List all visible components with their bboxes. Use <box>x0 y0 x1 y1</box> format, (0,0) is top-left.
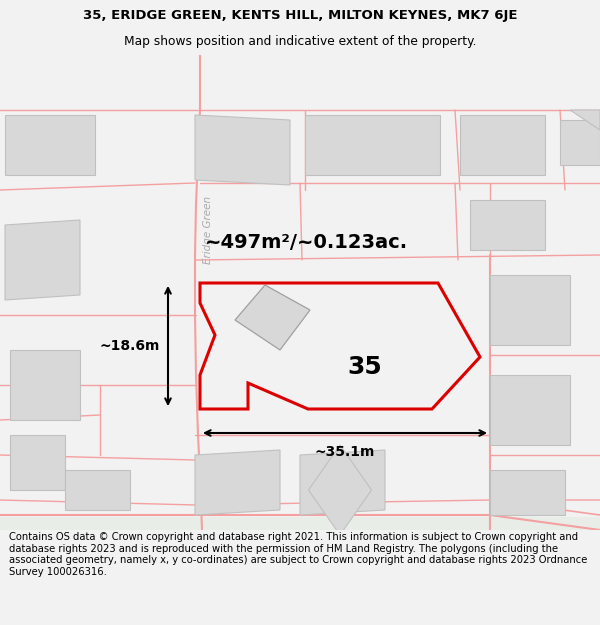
Polygon shape <box>5 115 95 175</box>
Polygon shape <box>5 220 80 300</box>
Polygon shape <box>305 115 440 175</box>
Polygon shape <box>470 200 545 250</box>
Text: 35, ERIDGE GREEN, KENTS HILL, MILTON KEYNES, MK7 6JE: 35, ERIDGE GREEN, KENTS HILL, MILTON KEY… <box>83 9 517 22</box>
Polygon shape <box>10 350 80 420</box>
Polygon shape <box>308 445 371 535</box>
Text: Map shows position and indicative extent of the property.: Map shows position and indicative extent… <box>124 35 476 48</box>
Polygon shape <box>490 375 570 445</box>
Text: ~18.6m: ~18.6m <box>100 339 160 353</box>
Polygon shape <box>570 110 600 130</box>
Polygon shape <box>460 115 545 175</box>
Polygon shape <box>195 115 290 185</box>
Text: ~35.1m: ~35.1m <box>315 445 375 459</box>
Polygon shape <box>195 450 280 515</box>
Text: ~497m²/~0.123ac.: ~497m²/~0.123ac. <box>205 234 408 253</box>
Polygon shape <box>490 470 565 515</box>
Text: 35: 35 <box>347 355 382 379</box>
Polygon shape <box>65 470 130 510</box>
Polygon shape <box>235 285 310 350</box>
Text: Eridge Green: Eridge Green <box>203 196 213 264</box>
Polygon shape <box>0 517 600 530</box>
Polygon shape <box>560 120 600 165</box>
Text: Contains OS data © Crown copyright and database right 2021. This information is : Contains OS data © Crown copyright and d… <box>9 532 587 577</box>
Polygon shape <box>490 275 570 345</box>
Polygon shape <box>10 435 65 490</box>
Polygon shape <box>300 450 385 515</box>
